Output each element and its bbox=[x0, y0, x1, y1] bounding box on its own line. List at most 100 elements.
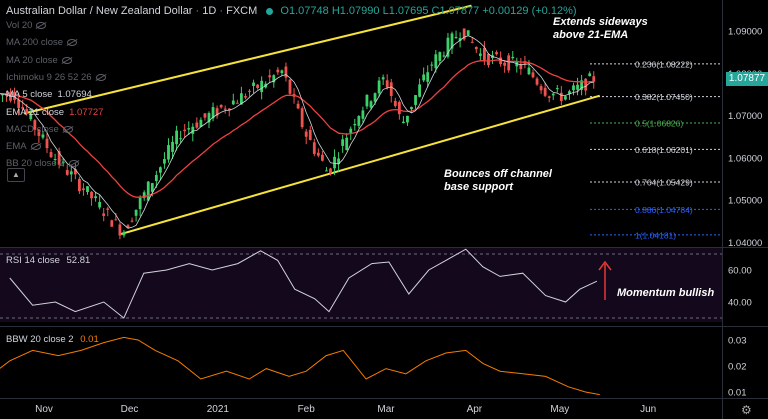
candle-body bbox=[235, 102, 239, 104]
eye-hidden-icon[interactable] bbox=[61, 56, 72, 64]
indicator-value: 1.07727 bbox=[69, 106, 104, 118]
bbw-legend[interactable]: BBW 20 close 2 0.01 bbox=[6, 334, 99, 345]
candle-body bbox=[296, 103, 300, 109]
candle-body bbox=[430, 64, 434, 66]
indicator-label: MA 20 close bbox=[6, 54, 58, 66]
channel-lower-line bbox=[120, 94, 601, 236]
candle-body bbox=[539, 86, 543, 91]
candle-body bbox=[175, 130, 178, 145]
candle-body bbox=[98, 201, 102, 208]
time-tick-label: Nov bbox=[35, 404, 53, 415]
candle-body bbox=[41, 134, 45, 138]
candle-body bbox=[466, 30, 470, 36]
candle-body bbox=[154, 174, 158, 182]
candle-body bbox=[381, 77, 385, 80]
candle-body bbox=[446, 37, 450, 57]
candle-body bbox=[187, 128, 191, 130]
candle-body bbox=[321, 154, 324, 161]
indicator-row[interactable]: EMA bbox=[6, 141, 41, 152]
candle-body bbox=[483, 47, 486, 60]
candle-body bbox=[406, 115, 409, 123]
candle-body bbox=[507, 55, 511, 71]
candle-body bbox=[203, 113, 207, 118]
candle-body bbox=[308, 129, 312, 140]
candle-body bbox=[195, 122, 199, 128]
rsi-tick-label: 60.00 bbox=[728, 266, 752, 277]
candle-body bbox=[410, 106, 413, 110]
fib-level-label: 1(1.04181) bbox=[635, 230, 676, 240]
fib-level-label: 0.382(1.07450) bbox=[635, 92, 693, 102]
candle-body bbox=[474, 47, 478, 50]
indicator-row[interactable]: Vol 20 bbox=[6, 20, 47, 31]
annotation-momentum-text: Momentum bullish bbox=[617, 287, 715, 299]
fib-level-label: 0.5(1.06826) bbox=[635, 118, 683, 128]
candle-body bbox=[146, 181, 150, 201]
candle-body bbox=[227, 108, 231, 111]
eye-hidden-icon[interactable] bbox=[62, 125, 73, 133]
indicator-label: Ichimoku 9 26 52 26 bbox=[6, 71, 92, 83]
indicator-row[interactable]: EMA 21 close 1.07727 bbox=[6, 107, 105, 118]
candle-body bbox=[357, 116, 361, 126]
interval-label[interactable]: 1D bbox=[202, 5, 217, 17]
candle-body bbox=[49, 152, 53, 158]
candle-body bbox=[329, 168, 332, 174]
time-tick-label: Mar bbox=[377, 404, 395, 415]
candle-body bbox=[438, 52, 442, 61]
candle-body bbox=[53, 158, 57, 160]
candle-body bbox=[65, 170, 69, 175]
eye-hidden-icon[interactable] bbox=[30, 143, 41, 151]
candle-body bbox=[341, 139, 345, 146]
rsi-legend[interactable]: RSI 14 close 52.81 bbox=[6, 255, 90, 266]
last-price-badge: 1.07877 bbox=[726, 72, 768, 86]
candle-body bbox=[106, 208, 110, 210]
indicator-row[interactable]: BB 20 close 2 bbox=[6, 158, 79, 169]
indicator-row[interactable]: Ichimoku 9 26 52 26 bbox=[6, 72, 106, 83]
indicator-value: 1.07694 bbox=[57, 89, 92, 101]
indicator-label: Vol 20 bbox=[6, 20, 33, 31]
candle-body bbox=[183, 129, 187, 132]
eye-hidden-icon[interactable] bbox=[67, 39, 78, 47]
ohlc-low: L1.07695 bbox=[382, 5, 429, 17]
indicator-row[interactable]: MA 200 close bbox=[6, 37, 78, 48]
candle-body bbox=[580, 80, 583, 90]
candle-body bbox=[527, 67, 531, 75]
candle-body bbox=[252, 82, 255, 86]
indicator-label: EMA 21 close bbox=[6, 106, 65, 118]
candle-body bbox=[150, 183, 154, 192]
price-tick-label: 1.05000 bbox=[728, 196, 762, 207]
candle-body bbox=[418, 84, 421, 97]
indicator-row[interactable]: MA 5 close 1.07694 bbox=[6, 89, 94, 100]
eye-hidden-icon[interactable] bbox=[36, 21, 47, 29]
indicator-row[interactable]: MACD close bbox=[6, 124, 73, 135]
candle-body bbox=[543, 87, 547, 96]
candle-body bbox=[126, 225, 130, 228]
collapse-legend-button[interactable]: ▲ bbox=[7, 168, 25, 182]
chart-header: Australian Dollar / New Zealand Dollar ·… bbox=[6, 5, 577, 17]
candle-body bbox=[167, 145, 170, 160]
eye-hidden-icon[interactable] bbox=[68, 160, 79, 168]
candle-body bbox=[142, 192, 146, 199]
candle-body bbox=[470, 41, 474, 43]
chevron-up-icon: ▲ bbox=[12, 170, 20, 179]
symbol-name[interactable]: Australian Dollar / New Zealand Dollar bbox=[6, 5, 193, 17]
eye-hidden-icon[interactable] bbox=[95, 73, 106, 81]
exchange-label: FXCM bbox=[226, 5, 258, 17]
candle-body bbox=[122, 231, 126, 236]
time-tick-label: Feb bbox=[298, 404, 316, 415]
candle-body bbox=[61, 161, 65, 164]
gear-icon[interactable]: ⚙ bbox=[741, 403, 752, 417]
ohlc-close: C1.07877 bbox=[431, 5, 480, 17]
annotation-bounce-line2: base support bbox=[444, 181, 514, 193]
indicator-row[interactable]: MA 20 close bbox=[6, 55, 72, 66]
indicator-label: EMA bbox=[6, 141, 27, 153]
annotation-bounce: Bounces off channel base support bbox=[444, 168, 552, 194]
ohlc-change: +0.00129 (+0.12%) bbox=[482, 5, 577, 17]
candle-body bbox=[29, 113, 33, 120]
candle-body bbox=[458, 38, 462, 41]
candle-body bbox=[349, 128, 353, 133]
ma5-line bbox=[0, 35, 594, 229]
candle-body bbox=[69, 171, 73, 175]
candle-body bbox=[288, 79, 292, 94]
candle-body bbox=[325, 170, 328, 172]
